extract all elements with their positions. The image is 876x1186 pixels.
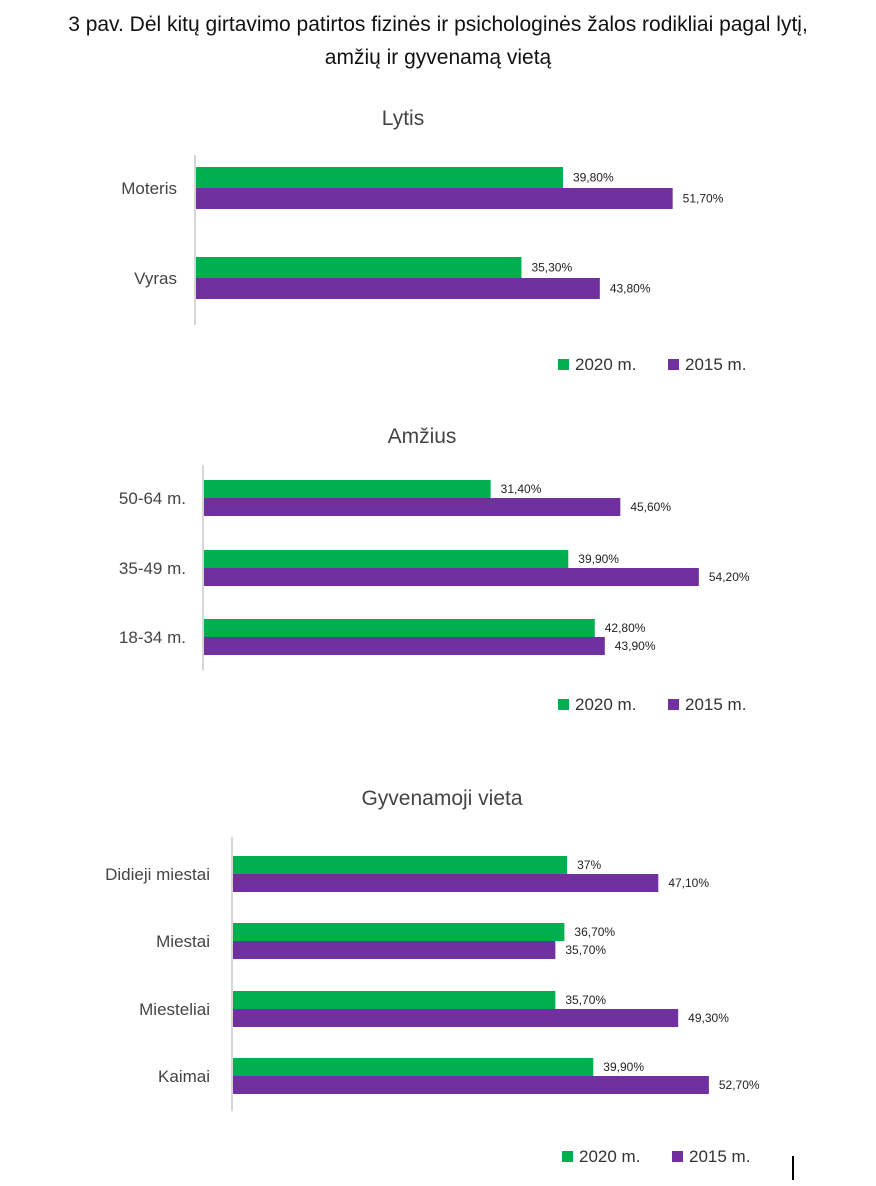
bar-2015-m-miesteliai	[233, 1009, 679, 1027]
bar-2015-m-35-49-m	[204, 568, 699, 586]
bar-2015-m-50-64-m	[204, 498, 621, 516]
data-label-2020-m-miestai: 36,70%	[574, 925, 615, 939]
bar-2020-m-50-64-m	[204, 480, 491, 498]
data-label-2020-m-miesteliai: 35,70%	[565, 993, 606, 1007]
category-label-35-49-m: 35-49 m.	[119, 559, 186, 578]
data-label-2015-m-miesteliai: 49,30%	[688, 1011, 729, 1025]
bar-2015-m-kaimai	[233, 1076, 709, 1094]
data-label-2020-m-moteris: 39,80%	[573, 171, 614, 185]
category-label-kaimai: Kaimai	[158, 1067, 210, 1086]
data-label-2015-m-didieji-miestai: 47,10%	[668, 876, 709, 890]
bar-2015-m-didieji-miestai	[233, 874, 659, 892]
chart-title: Lytis	[382, 107, 424, 130]
data-label-2020-m-50-64-m: 31,40%	[501, 482, 542, 496]
chart-title: Gyvenamoji vieta	[361, 787, 522, 810]
bar-2020-m-miesteliai	[233, 991, 556, 1009]
data-label-2020-m-kaimai: 39,90%	[603, 1060, 644, 1074]
bar-2020-m-18-34-m	[204, 619, 595, 637]
legend-label-2020-m: 2020 m.	[579, 1147, 640, 1166]
data-label-2015-m-35-49-m: 54,20%	[709, 570, 750, 584]
bar-2015-m-vyras	[196, 278, 600, 299]
data-label-2015-m-50-64-m: 45,60%	[630, 500, 671, 514]
bar-2015-m-moteris	[196, 188, 673, 209]
bar-2020-m-moteris	[196, 167, 563, 188]
data-label-2020-m-35-49-m: 39,90%	[578, 552, 619, 566]
category-label-moteris: Moteris	[121, 179, 177, 198]
legend-swatch-2020-m	[562, 1151, 573, 1162]
legend-label-2015-m: 2015 m.	[685, 355, 746, 374]
chart-lytis: Lytis Moteris 39,80% 51,70% Vyras 35,30% 43,80…	[121, 107, 746, 374]
legend-label-2015-m: 2015 m.	[689, 1147, 750, 1166]
data-label-2020-m-18-34-m: 42,80%	[605, 621, 646, 635]
data-label-2015-m-miestai: 35,70%	[565, 943, 606, 957]
bar-2020-m-vyras	[196, 257, 522, 278]
figure-title: 3 pav. Dėl kitų girtavimo patirtos fizin…	[0, 8, 876, 74]
legend-label-2015-m: 2015 m.	[685, 695, 746, 714]
chart-title: Amžius	[388, 425, 457, 448]
figure-title-line-1: 3 pav. Dėl kitų girtavimo patirtos fizin…	[68, 13, 808, 36]
legend-label-2020-m: 2020 m.	[575, 695, 636, 714]
bar-2020-m-kaimai	[233, 1058, 594, 1076]
legend-swatch-2020-m	[558, 359, 569, 370]
legend-swatch-2015-m	[672, 1151, 683, 1162]
legend-swatch-2015-m	[668, 359, 679, 370]
bar-2015-m-miestai	[233, 941, 556, 959]
category-label-miesteliai: Miesteliai	[139, 1000, 210, 1019]
figure-title-line-2: amžių ir gyvenamą vietą	[324, 46, 552, 69]
category-label-50-64-m: 50-64 m.	[119, 489, 186, 508]
data-label-2015-m-moteris: 51,70%	[683, 192, 724, 206]
text-cursor	[792, 1156, 794, 1180]
category-label-vyras: Vyras	[134, 269, 177, 288]
category-label-didieji-miestai: Didieji miestai	[105, 865, 210, 884]
bar-2015-m-18-34-m	[204, 637, 605, 655]
bar-2020-m-miestai	[233, 923, 565, 941]
data-label-2015-m-kaimai: 52,70%	[719, 1078, 760, 1092]
legend-swatch-2020-m	[558, 699, 569, 710]
chart-gyvenamoji-vieta: Gyvenamoji vieta Didieji miestai 37% 47,10%…	[105, 787, 760, 1166]
chart-amzius: Amžius 50-64 m. 31,40% 45,60% 35-49 m. 39,90%…	[119, 425, 750, 714]
category-label-miestai: Miestai	[156, 932, 210, 951]
data-label-2020-m-didieji-miestai: 37%	[577, 858, 601, 872]
legend-label-2020-m: 2020 m.	[575, 355, 636, 374]
data-label-2015-m-vyras: 43,80%	[610, 282, 651, 296]
bar-2020-m-35-49-m	[204, 550, 569, 568]
data-label-2015-m-18-34-m: 43,90%	[615, 639, 656, 653]
legend-swatch-2015-m	[668, 699, 679, 710]
category-label-18-34-m: 18-34 m.	[119, 628, 186, 647]
data-label-2020-m-vyras: 35,30%	[531, 261, 572, 275]
bar-2020-m-didieji-miestai	[233, 856, 568, 874]
